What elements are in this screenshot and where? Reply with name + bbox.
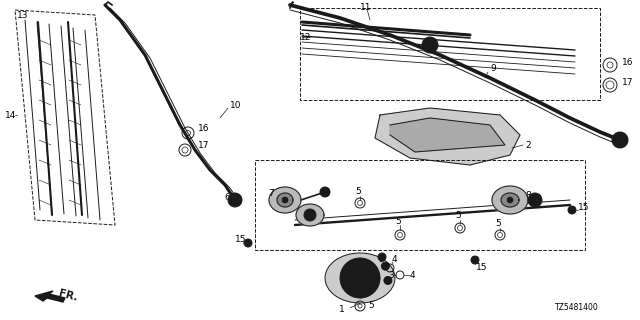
Circle shape xyxy=(228,193,242,207)
Circle shape xyxy=(355,273,365,283)
Text: 11: 11 xyxy=(360,3,371,12)
Polygon shape xyxy=(269,187,301,213)
Ellipse shape xyxy=(325,253,395,303)
Circle shape xyxy=(616,136,624,144)
Circle shape xyxy=(422,37,438,53)
Text: 5: 5 xyxy=(355,188,361,196)
Text: 8: 8 xyxy=(525,191,531,201)
Circle shape xyxy=(507,197,513,203)
Text: 5: 5 xyxy=(368,301,374,310)
Text: 15: 15 xyxy=(235,236,246,244)
Text: 3: 3 xyxy=(388,270,394,279)
Circle shape xyxy=(568,206,576,214)
Polygon shape xyxy=(35,291,65,302)
Text: 12: 12 xyxy=(300,33,312,42)
Text: 5: 5 xyxy=(395,218,401,227)
Circle shape xyxy=(384,276,392,284)
Text: 17: 17 xyxy=(622,77,634,86)
Polygon shape xyxy=(296,204,324,226)
Text: 15: 15 xyxy=(578,203,589,212)
Text: 13: 13 xyxy=(17,11,29,20)
Text: 14: 14 xyxy=(5,110,17,119)
Text: 10: 10 xyxy=(230,100,241,109)
Circle shape xyxy=(528,193,542,207)
Circle shape xyxy=(471,256,479,264)
Circle shape xyxy=(282,197,288,203)
Circle shape xyxy=(231,196,239,204)
Text: 16: 16 xyxy=(622,58,634,67)
Text: 1: 1 xyxy=(339,306,345,315)
Text: 3: 3 xyxy=(378,255,384,265)
Text: TZ5481400: TZ5481400 xyxy=(555,303,599,312)
Text: 4: 4 xyxy=(392,255,397,265)
Text: 16: 16 xyxy=(198,124,209,132)
Text: 17: 17 xyxy=(198,140,209,149)
Circle shape xyxy=(612,132,628,148)
Text: 5: 5 xyxy=(455,211,461,220)
Polygon shape xyxy=(492,186,528,214)
Circle shape xyxy=(381,262,389,270)
Circle shape xyxy=(244,239,252,247)
Text: 4: 4 xyxy=(410,270,415,279)
Text: 15: 15 xyxy=(476,262,488,271)
Circle shape xyxy=(348,266,372,290)
Polygon shape xyxy=(277,193,293,207)
Polygon shape xyxy=(375,108,520,165)
Polygon shape xyxy=(501,193,519,207)
Text: 7: 7 xyxy=(268,188,274,197)
Circle shape xyxy=(304,209,316,221)
Text: 5: 5 xyxy=(495,219,500,228)
Text: 15: 15 xyxy=(370,260,381,268)
Polygon shape xyxy=(390,118,505,152)
Circle shape xyxy=(426,41,434,49)
Text: 9: 9 xyxy=(490,63,496,73)
Text: 2: 2 xyxy=(525,140,531,149)
Circle shape xyxy=(378,253,386,261)
Text: 6: 6 xyxy=(224,194,230,203)
Circle shape xyxy=(532,197,538,203)
Circle shape xyxy=(320,187,330,197)
Circle shape xyxy=(340,258,380,298)
Circle shape xyxy=(307,212,312,218)
Text: FR.: FR. xyxy=(57,289,78,303)
